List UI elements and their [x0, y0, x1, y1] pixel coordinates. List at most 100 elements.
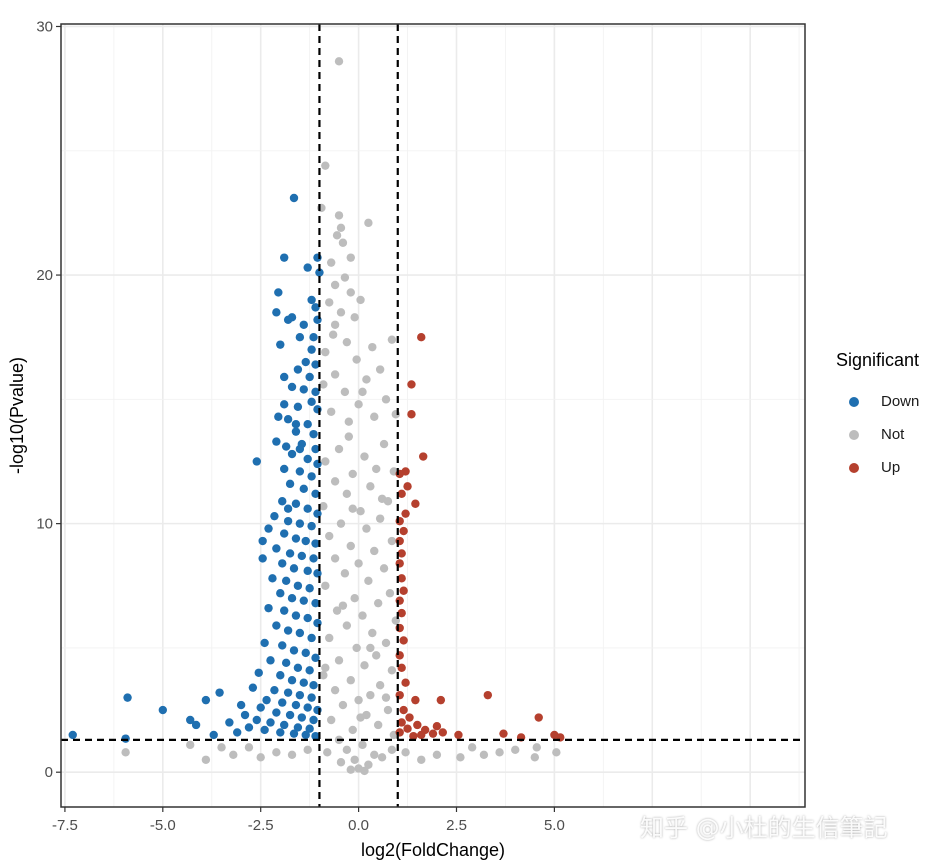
point-not — [360, 766, 369, 776]
point-not — [381, 638, 391, 648]
point-not — [330, 370, 340, 379]
point-not — [340, 569, 350, 578]
point-down — [293, 723, 303, 732]
point-down — [297, 713, 307, 722]
point-down — [289, 564, 299, 573]
point-not — [334, 656, 344, 665]
point-not — [342, 489, 352, 498]
point-down — [299, 320, 308, 329]
point-down — [299, 678, 308, 687]
point-down — [293, 581, 303, 590]
point-down — [233, 728, 242, 737]
point-not — [456, 753, 465, 762]
point-not — [344, 432, 354, 441]
point-down — [309, 554, 318, 563]
point-not — [346, 253, 355, 262]
point-not — [381, 395, 391, 404]
point-not — [336, 519, 346, 528]
point-not — [532, 743, 541, 752]
point-down — [303, 454, 312, 464]
point-down — [278, 559, 287, 568]
point-down — [307, 295, 316, 305]
point-not — [360, 452, 369, 461]
point-up — [499, 729, 508, 738]
panel-border — [60, 23, 806, 808]
point-down — [311, 444, 320, 454]
point-up — [454, 730, 463, 740]
panel-background — [61, 24, 805, 807]
point-up — [534, 713, 543, 722]
point-down — [307, 472, 316, 481]
point-not — [336, 308, 346, 317]
point-not — [334, 211, 344, 220]
y-tick-label: 0 — [45, 764, 53, 781]
point-down — [291, 420, 301, 429]
legend-label-up: Up — [881, 459, 901, 476]
point-down — [287, 449, 297, 459]
x-tick-label: 2.5 — [446, 817, 467, 834]
point-not — [287, 750, 297, 759]
point-down — [283, 415, 293, 424]
point-not — [321, 581, 330, 590]
point-down — [305, 372, 314, 382]
point-up — [401, 678, 410, 687]
point-not — [366, 482, 375, 491]
point-down — [303, 703, 312, 712]
point-not — [552, 748, 561, 757]
point-not — [387, 666, 397, 675]
point-down — [272, 708, 281, 717]
point-down — [236, 700, 246, 710]
point-up — [419, 452, 428, 461]
point-down — [301, 648, 310, 658]
point-not — [326, 407, 336, 416]
y-tick-label: 20 — [36, 267, 53, 284]
point-down — [303, 420, 312, 429]
point-down — [305, 724, 314, 733]
point-down — [311, 539, 320, 548]
point-down — [283, 315, 293, 324]
point-not — [344, 417, 354, 426]
point-down — [311, 653, 320, 663]
point-not — [356, 295, 365, 305]
point-up — [483, 690, 493, 700]
point-not — [511, 745, 520, 755]
point-not — [348, 725, 357, 735]
point-not — [348, 504, 357, 513]
point-not — [358, 611, 367, 620]
point-down — [309, 333, 318, 342]
point-down — [272, 308, 281, 317]
point-not — [342, 621, 352, 630]
point-down — [272, 544, 281, 553]
point-down — [244, 723, 254, 732]
x-tick-label: -2.5 — [248, 817, 274, 834]
point-not — [352, 643, 361, 653]
point-down — [260, 638, 269, 648]
point-not — [321, 457, 330, 466]
point-not — [364, 576, 373, 585]
point-up — [403, 724, 412, 733]
point-down — [295, 628, 305, 638]
point-down — [283, 516, 293, 526]
x-axis-title: log2(FoldChange) — [361, 840, 505, 860]
point-not — [336, 758, 346, 767]
point-down — [301, 536, 310, 546]
point-down — [209, 730, 218, 740]
point-down — [293, 402, 303, 411]
y-axis-title: -log10(Pvalue) — [7, 357, 27, 474]
y-tick-label: 10 — [36, 516, 53, 533]
point-not — [326, 258, 336, 267]
point-up — [436, 695, 446, 705]
point-down — [280, 606, 289, 615]
x-tick-label: -7.5 — [52, 817, 78, 834]
point-not — [366, 643, 375, 653]
point-down — [280, 720, 289, 730]
point-down — [307, 345, 316, 354]
point-down — [276, 728, 285, 737]
point-not — [368, 628, 377, 638]
point-down — [311, 387, 320, 397]
point-down — [278, 497, 287, 506]
point-not — [352, 355, 361, 364]
point-up — [399, 526, 408, 536]
point-up — [399, 586, 408, 595]
point-down — [201, 695, 211, 705]
